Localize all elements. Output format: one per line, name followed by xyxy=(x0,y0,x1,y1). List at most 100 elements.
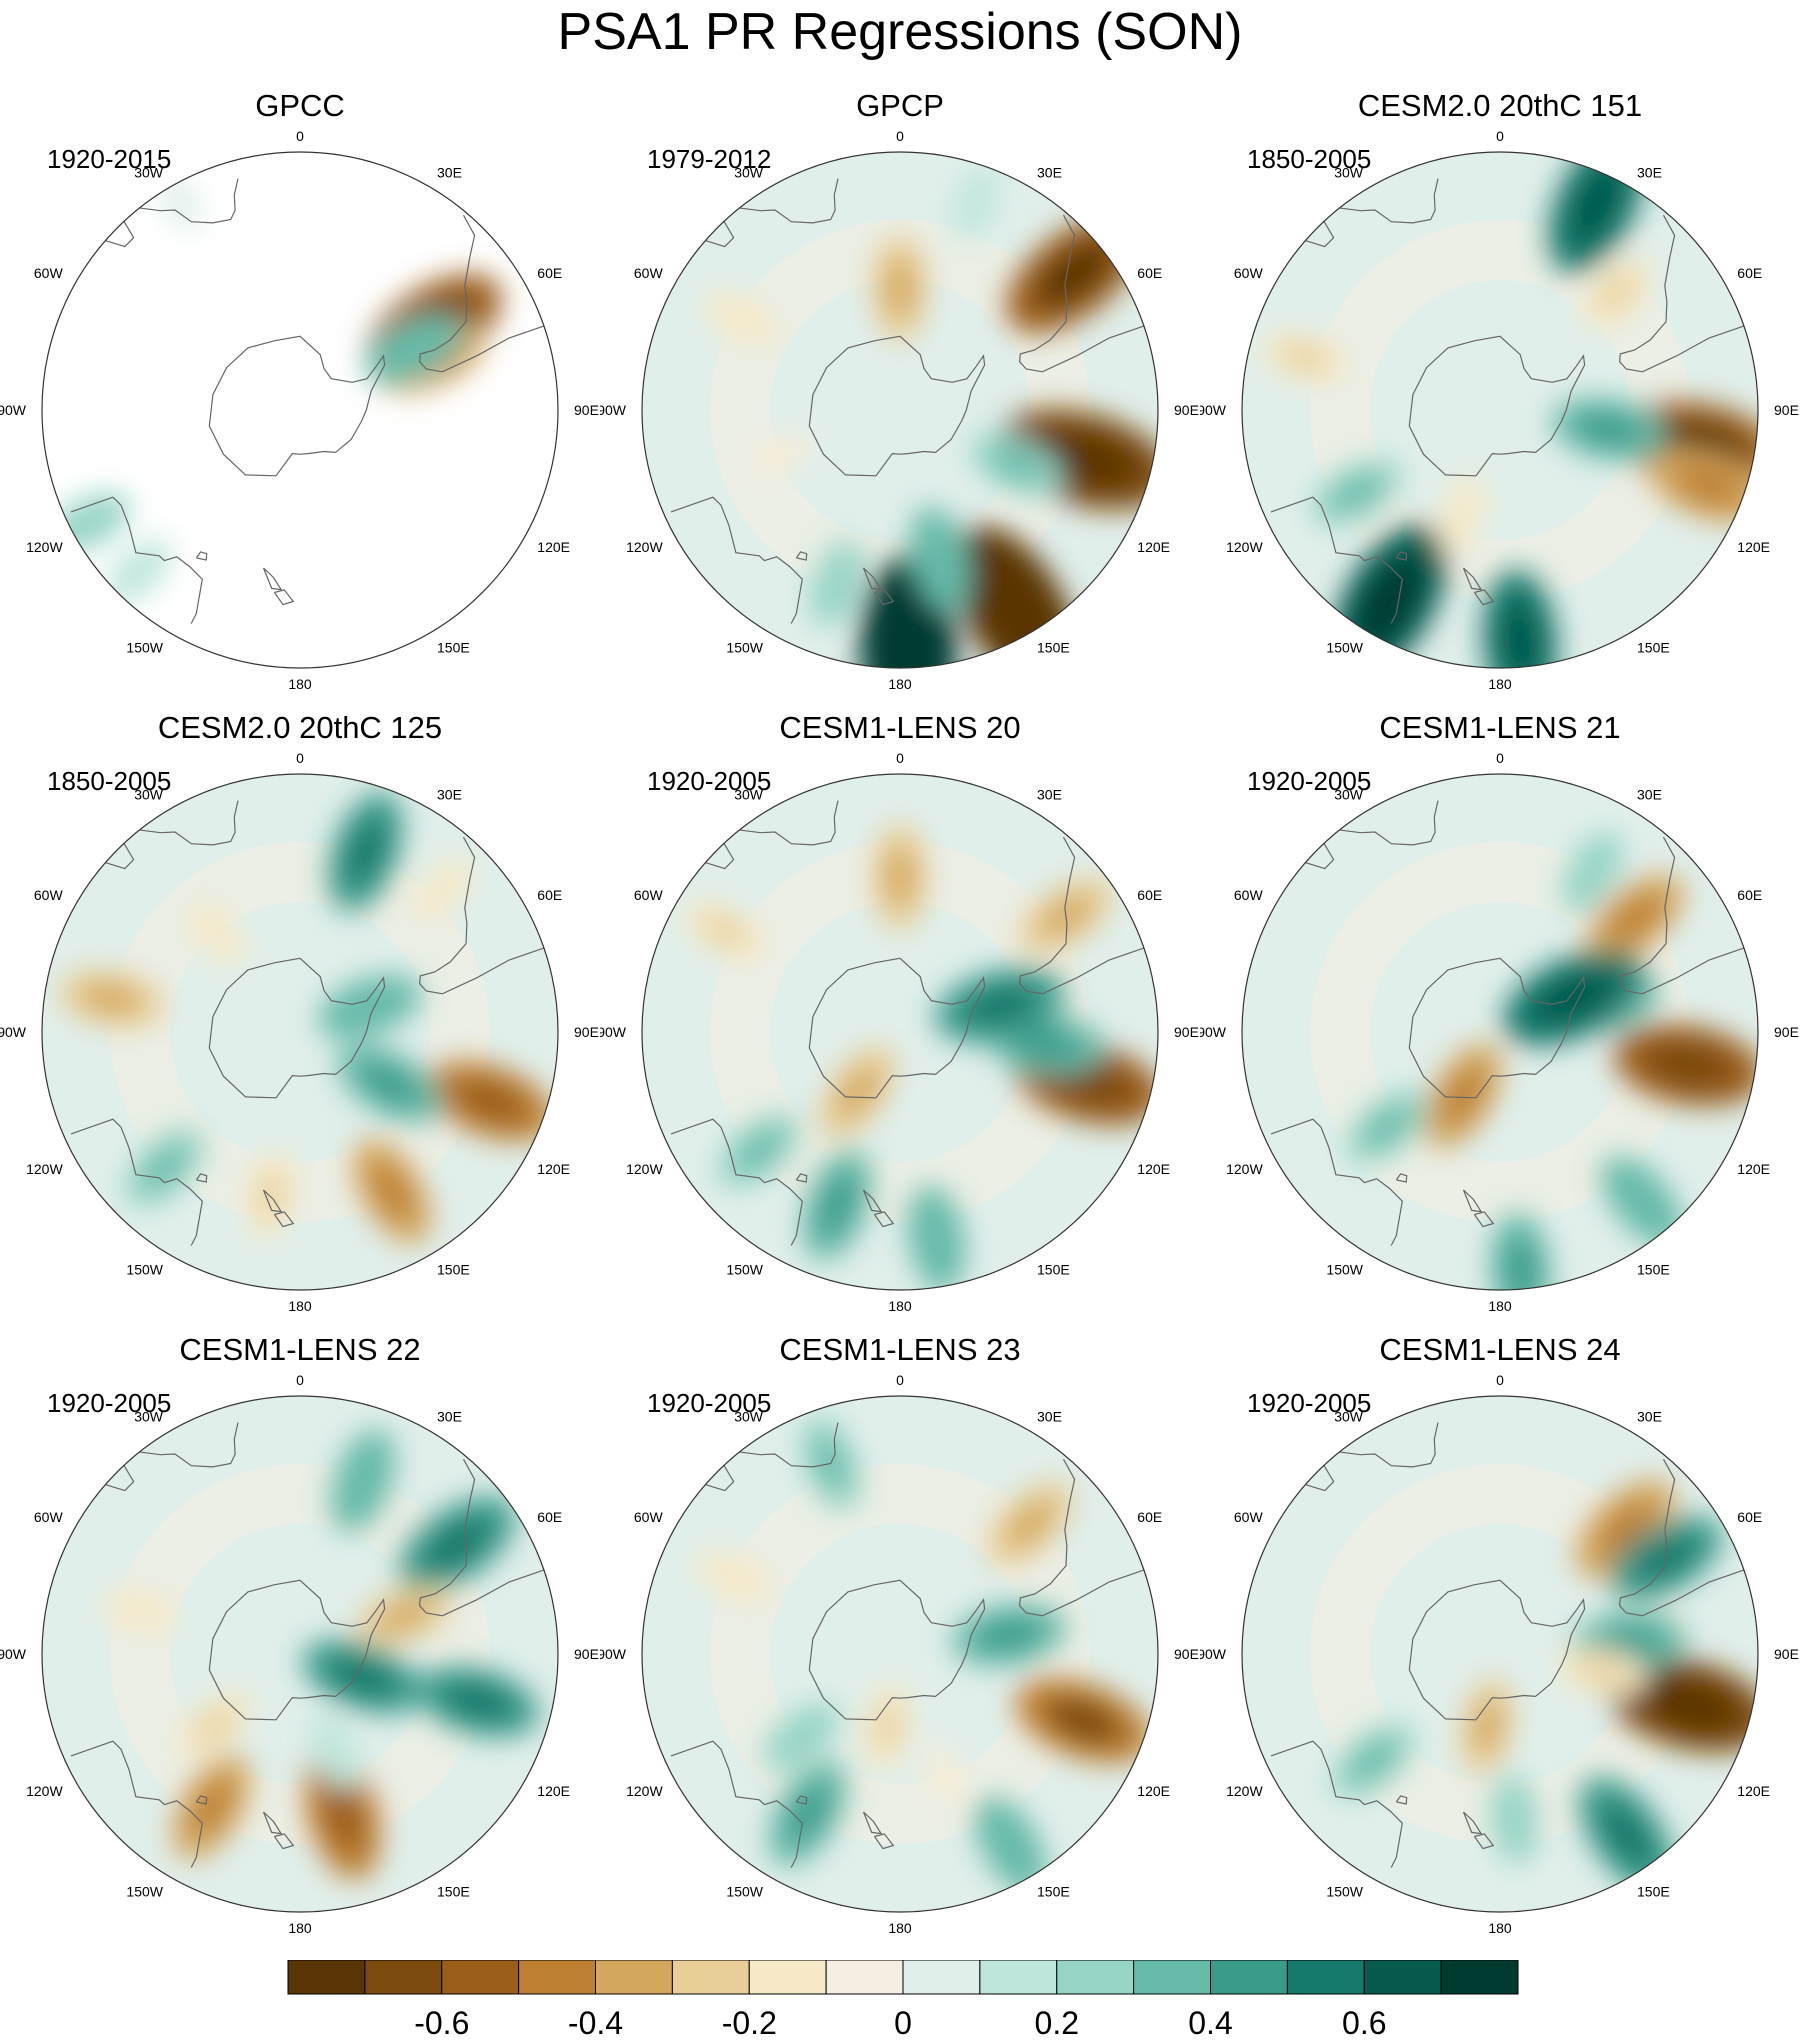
coastline xyxy=(693,220,735,248)
longitude-label: 120W xyxy=(26,1783,63,1799)
colorbar-swatch xyxy=(1056,1960,1135,1995)
colorbar-swatch xyxy=(825,1960,904,1995)
longitude-label: 120W xyxy=(1226,539,1263,555)
coastline xyxy=(1462,567,1483,591)
anomaly-core xyxy=(1608,893,1663,943)
panel-period: 1920-2005 xyxy=(647,1388,772,1418)
longitude-label: 150W xyxy=(726,1883,763,1899)
longitude-label: 150E xyxy=(1637,1883,1670,1899)
colorbar-swatch xyxy=(671,1960,750,1995)
anomaly-core xyxy=(360,1062,419,1106)
colorbar-tick-label: -0.2 xyxy=(722,2005,777,2041)
field-layer xyxy=(642,152,1158,668)
longitude-label: 60E xyxy=(537,265,562,281)
anomaly-core xyxy=(1674,465,1742,506)
polar-map: 0 30E 60E 90E 120E 150E 180 150W 120W 90W 60W 30W xyxy=(0,750,599,1314)
longitude-label: 90E xyxy=(1774,402,1799,418)
longitude-label: 150W xyxy=(726,1261,763,1277)
longitude-label: 0 xyxy=(1496,128,1504,144)
coastline xyxy=(1293,1464,1335,1492)
coastline xyxy=(93,1464,135,1492)
coastline xyxy=(1395,1795,1408,1805)
longitude-label: 60W xyxy=(634,265,664,281)
coastline xyxy=(1270,496,1403,624)
coastline xyxy=(1618,836,1758,995)
anomaly-core xyxy=(194,1706,237,1744)
coastline xyxy=(208,1579,386,1721)
coastline xyxy=(1408,335,1586,477)
longitude-label: 120W xyxy=(1226,1161,1263,1177)
panel-period: 1920-2015 xyxy=(47,144,172,174)
longitude-label: 150E xyxy=(1037,1261,1070,1277)
longitude-label: 90W xyxy=(0,402,27,418)
longitude-label: 30W xyxy=(734,787,764,803)
longitude-label: 60W xyxy=(34,265,64,281)
map-boundary xyxy=(41,151,559,669)
coastline xyxy=(129,1422,239,1468)
longitude-label: 150E xyxy=(1037,639,1070,655)
coastline xyxy=(670,496,803,624)
longitude-label: 30W xyxy=(1334,165,1364,181)
coastline xyxy=(273,1833,295,1850)
anomaly-core xyxy=(322,1729,349,1773)
anomaly-core xyxy=(386,330,442,369)
longitude-label: 30W xyxy=(134,165,164,181)
longitude-label: 90W xyxy=(1200,1646,1227,1662)
coastline xyxy=(1293,842,1335,870)
panel-title: CESM1-LENS 24 xyxy=(1379,1332,1621,1367)
longitude-label: 30W xyxy=(134,1409,164,1425)
longitude-label: 150E xyxy=(437,1883,470,1899)
field-layer xyxy=(42,1396,558,1912)
anomaly-core xyxy=(201,915,234,951)
polar-map: 0 30E 60E 90E 120E 150E 180 150W 120W 90W 60W 30W xyxy=(600,1372,1199,1936)
longitude-label: 30E xyxy=(437,1409,462,1425)
longitude-label: 90W xyxy=(600,1024,627,1040)
longitude-label: 60W xyxy=(1234,887,1264,903)
longitude-label: 150W xyxy=(126,1261,163,1277)
coastline xyxy=(208,335,386,477)
anomaly-core xyxy=(963,181,988,223)
longitude-label: 0 xyxy=(296,1372,304,1388)
longitude-label: 60W xyxy=(634,1509,664,1525)
anomaly-layer xyxy=(58,792,555,1245)
longitude-label: 90W xyxy=(0,1024,27,1040)
longitude-label: 30W xyxy=(734,1409,764,1425)
coastline xyxy=(129,178,239,224)
coastline xyxy=(1473,589,1495,606)
coastline xyxy=(1395,551,1408,561)
anomaly-core xyxy=(81,983,142,1015)
anomaly-core xyxy=(990,1818,1031,1873)
longitude-label: 30E xyxy=(1037,787,1062,803)
map-panel: CESM1-LENS 23 1920-2005 0 30E 60E 90E 120E 150E… xyxy=(600,1244,1200,1964)
map-panel: GPCC 1920-2015 0 30E 60E 90E 120E 150E 180 150W 12… xyxy=(0,0,600,720)
colorbar-tick-label: 0.6 xyxy=(1342,2005,1386,2041)
coastline xyxy=(1395,1173,1408,1183)
longitude-label: 90E xyxy=(1774,1024,1799,1040)
longitude-label: 30E xyxy=(437,787,462,803)
coastline xyxy=(873,1211,895,1228)
coastline xyxy=(195,1173,208,1183)
longitude-label: 120E xyxy=(1737,1783,1770,1799)
anomaly-core xyxy=(258,1170,285,1221)
panel-title: CESM2.0 20thC 125 xyxy=(157,710,443,745)
colorbar-swatch xyxy=(518,1960,597,1995)
longitude-label: 150E xyxy=(1637,1261,1670,1277)
anomaly-core xyxy=(920,1209,953,1269)
anomaly-core xyxy=(1036,241,1113,307)
anomaly-core xyxy=(377,1600,431,1633)
map-panel: CESM1-LENS 24 1920-2005 0 30E 60E 90E 120E 150E… xyxy=(1200,1244,1800,1964)
map-panel: CESM1-LENS 21 1920-2005 0 30E 60E 90E 120E 150E… xyxy=(1200,622,1800,1342)
anomaly-core xyxy=(1349,1739,1396,1782)
colorbar-swatch xyxy=(979,1960,1058,1995)
coastline xyxy=(795,1795,808,1805)
longitude-label: 30E xyxy=(1037,165,1062,181)
longitude-label: 30E xyxy=(437,165,462,181)
longitude-label: 120E xyxy=(537,1161,570,1177)
colorbar-tick-label: 0.4 xyxy=(1188,2005,1232,2041)
anomaly-core xyxy=(119,1599,161,1623)
panel-period: 1920-2005 xyxy=(47,1388,172,1418)
longitude-label: 0 xyxy=(896,750,904,766)
longitude-label: 90W xyxy=(0,1646,27,1662)
anomaly-core xyxy=(836,1066,879,1119)
panel-title: CESM1-LENS 22 xyxy=(179,1332,421,1367)
